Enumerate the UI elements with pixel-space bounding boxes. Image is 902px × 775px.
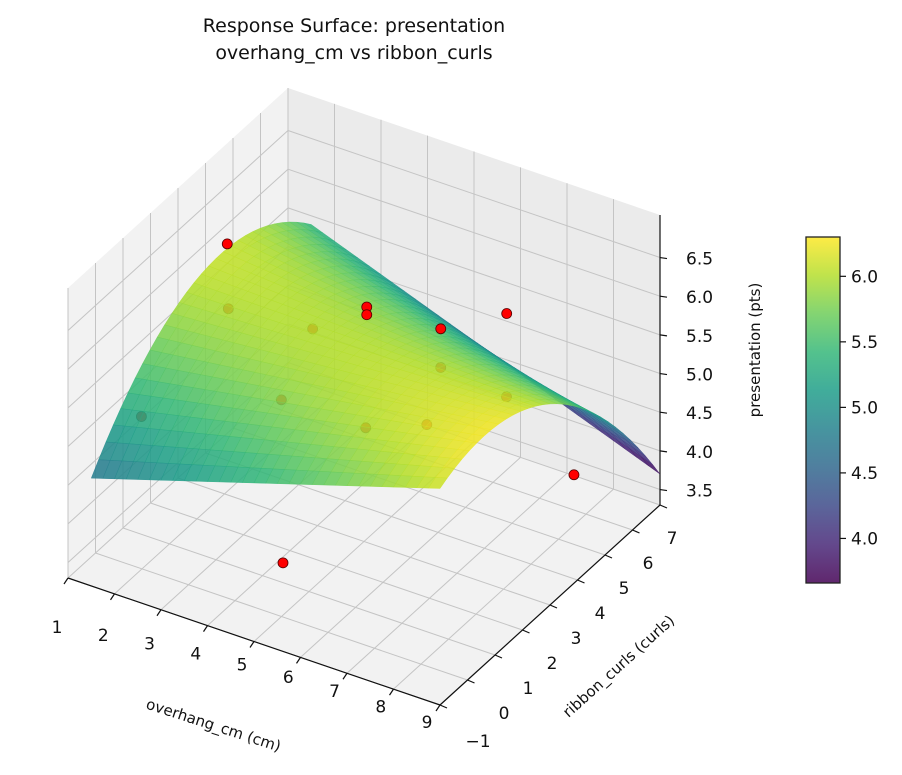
x-tick (156, 609, 162, 617)
x-tick-label: 3 (144, 635, 155, 655)
y-tick (439, 704, 448, 709)
x-tick (435, 704, 441, 712)
z-tick (659, 334, 668, 337)
x-axis-label: overhang_cm (cm) (144, 695, 284, 757)
z-tick-label: 6.0 (686, 288, 713, 308)
grid-line-z (67, 168, 289, 370)
grid-line-y (150, 502, 523, 631)
y-tick-label: 5 (619, 579, 630, 599)
data-point (361, 309, 373, 321)
y-tick-label: 2 (547, 654, 558, 674)
x-tick (63, 577, 69, 585)
colorbar (805, 236, 841, 584)
axis-lines (63, 215, 668, 712)
x-tick (389, 688, 394, 696)
x-tick (110, 593, 115, 601)
x-tick-label: 5 (237, 656, 248, 676)
z-tick (659, 488, 668, 492)
z-tick-label: 5.5 (686, 327, 713, 347)
x-tick-label: 9 (422, 713, 433, 733)
x-tick-label: 1 (52, 618, 63, 638)
surface-patch (428, 477, 448, 489)
z-tick-label: 5.0 (686, 366, 713, 386)
x-tick-label: 6 (283, 668, 294, 688)
z-tick-label: 3.5 (686, 482, 713, 502)
grid-line-y (177, 477, 551, 606)
data-point (435, 323, 447, 335)
y-tick (659, 504, 668, 509)
z-tick (659, 450, 668, 453)
data-point (277, 557, 289, 569)
y-tick (494, 654, 503, 659)
colorbar-tick-label: 6.0 (851, 267, 878, 287)
chart-title-line-2: overhang_cm vs ribbon_curls (215, 42, 492, 64)
z-tick (659, 295, 668, 298)
y-tick (467, 679, 475, 684)
grid-line-z (287, 168, 661, 297)
y-tick-label: 0 (499, 704, 510, 724)
grid-line-z (67, 130, 289, 331)
response-surface (90, 221, 661, 489)
data-point (221, 238, 233, 250)
z-tick (659, 256, 668, 260)
x-tick-label: 7 (329, 682, 340, 702)
data-point (501, 308, 513, 319)
z-tick-label: 4.0 (686, 443, 713, 463)
grid-line-z (287, 207, 661, 336)
x-tick (249, 641, 255, 648)
z-axis-label: presentation (pts) (746, 283, 764, 418)
y-tick-label: 3 (571, 629, 582, 649)
x-tick-label: 4 (190, 644, 201, 664)
y-tick-label: 7 (667, 529, 678, 549)
data-point (568, 469, 580, 481)
grid-line-y (122, 527, 496, 656)
z-tick-label: 4.5 (686, 404, 713, 424)
grid-line-y (95, 552, 468, 681)
x-tick (342, 672, 348, 680)
y-tick (632, 529, 640, 534)
z-tick-label: 6.5 (686, 250, 713, 270)
y-tick-label: −1 (465, 732, 490, 752)
x-tick (296, 657, 301, 664)
z-tick (659, 372, 668, 376)
colorbar-ticks: 4.0 4.5 5.0 5.5 6.0 (840, 267, 878, 549)
y-tick (604, 554, 613, 559)
z-tick (659, 411, 668, 414)
y-tick (577, 579, 585, 584)
chart-title-line-1: Response Surface: presentation (203, 15, 505, 37)
x-tick-label: 8 (375, 697, 386, 717)
colorbar-tick-label: 4.0 (851, 529, 878, 549)
y-tick (549, 604, 558, 609)
x-tick (203, 625, 208, 632)
x-tick-label: 2 (98, 626, 109, 646)
y-tick-label: 1 (523, 679, 534, 699)
colorbar-tick-label: 4.5 (851, 464, 878, 484)
colorbar-tick-label: 5.0 (851, 398, 878, 418)
y-tick (522, 629, 530, 634)
points-above-surface (221, 238, 513, 335)
grid-line-z (287, 130, 661, 259)
colorbar-tick-label: 5.5 (851, 333, 878, 353)
y-tick-label: 4 (595, 604, 606, 624)
y-tick-label: 6 (643, 554, 654, 574)
